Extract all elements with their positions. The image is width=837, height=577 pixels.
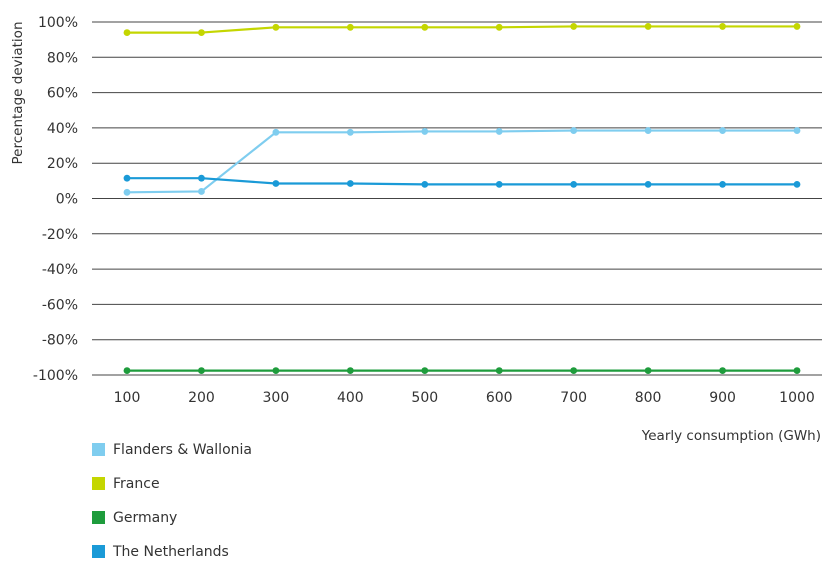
legend-item: The Netherlands: [92, 543, 252, 560]
legend-label: The Netherlands: [113, 543, 229, 560]
data-point: [570, 127, 578, 134]
data-point: [570, 180, 578, 188]
legend-item: France: [92, 475, 252, 492]
data-point: [495, 180, 503, 188]
y-tick-label: 100%: [38, 15, 78, 31]
series-line: [126, 129, 797, 194]
data-point: [793, 23, 801, 30]
series-germany: [123, 367, 801, 374]
legend-swatch: [92, 545, 105, 558]
data-point: [198, 188, 205, 195]
y-tick-label: 0%: [56, 192, 78, 208]
data-point: [272, 180, 280, 187]
data-point: [272, 128, 280, 136]
data-point: [421, 367, 429, 374]
data-point: [421, 128, 429, 135]
legend-label: Flanders & Wallonia: [113, 441, 252, 458]
data-point: [123, 188, 131, 196]
y-tick-label: -100%: [33, 368, 78, 384]
data-point: [570, 367, 578, 374]
data-point: [570, 23, 578, 30]
data-point: [421, 23, 429, 31]
data-point: [123, 174, 131, 182]
y-tick-label: -40%: [42, 262, 78, 278]
data-point: [644, 127, 652, 134]
legend-item: Germany: [92, 509, 252, 526]
series-france: [123, 23, 801, 36]
y-axis-ticks: 100% 80% 60% 40% 20% 0% -20% -40% -60% -80% -100%: [33, 15, 78, 384]
y-tick-label: 80%: [47, 50, 78, 66]
data-point: [346, 23, 354, 31]
x-tick-label: 400: [337, 390, 364, 406]
data-point: [793, 180, 801, 188]
legend-label: Germany: [113, 509, 178, 526]
data-point: [346, 180, 354, 187]
data-point: [719, 127, 726, 134]
data-point: [123, 29, 131, 36]
series-the-netherlands: [123, 174, 801, 188]
series-flanders-wallonia: [123, 127, 801, 196]
data-point: [198, 29, 205, 36]
x-axis-title: Yearly consumption (GWh): [641, 428, 821, 444]
y-tick-label: 60%: [47, 86, 78, 102]
x-tick-label: 200: [188, 390, 215, 406]
x-tick-label: 100: [114, 390, 141, 406]
legend-swatch: [92, 477, 105, 490]
legend-item: Flanders & Wallonia: [92, 441, 252, 458]
y-tick-label: -60%: [42, 297, 78, 313]
data-point: [495, 128, 503, 135]
data-point: [272, 23, 280, 31]
data-point: [495, 23, 503, 31]
legend-swatch: [92, 511, 105, 524]
data-point: [198, 367, 205, 374]
data-point: [346, 128, 354, 136]
data-point: [198, 174, 205, 182]
series-line: [127, 177, 797, 186]
x-tick-label: 500: [411, 390, 438, 406]
data-point: [123, 367, 131, 374]
y-tick-label: -20%: [42, 227, 78, 243]
data-point: [644, 367, 652, 374]
legend-label: France: [113, 475, 160, 492]
x-axis-ticks: 100 200 300 400 500 600 700 800 900 1000: [114, 390, 815, 406]
data-point: [272, 367, 280, 374]
data-point: [793, 367, 801, 374]
data-point: [421, 180, 429, 188]
data-point: [644, 23, 652, 30]
gridlines: [92, 21, 822, 376]
y-tick-label: 20%: [47, 156, 78, 172]
data-point: [346, 367, 354, 374]
x-tick-label: 800: [635, 390, 662, 406]
series-line: [127, 25, 797, 34]
data-point: [719, 23, 726, 30]
data-point: [793, 127, 801, 134]
y-tick-label: -80%: [42, 333, 78, 349]
series-group: [123, 23, 801, 374]
y-tick-label: 40%: [47, 121, 78, 137]
legend: Flanders & Wallonia France Germany The Neth…: [92, 441, 252, 577]
data-point: [495, 367, 503, 374]
x-tick-label: 900: [709, 390, 736, 406]
y-axis-title: Percentage deviation: [10, 22, 26, 165]
line-chart: 100%80%60%40%20%0%-20%-40%-60%-80%-100% …: [10, 15, 822, 444]
data-point: [644, 180, 652, 188]
x-tick-label: 700: [560, 390, 587, 406]
x-tick-label: 1000: [779, 390, 815, 406]
data-point: [719, 180, 726, 188]
x-tick-label: 300: [263, 390, 290, 406]
x-tick-label: 600: [486, 390, 513, 406]
legend-swatch: [92, 443, 105, 456]
data-point: [719, 367, 726, 374]
